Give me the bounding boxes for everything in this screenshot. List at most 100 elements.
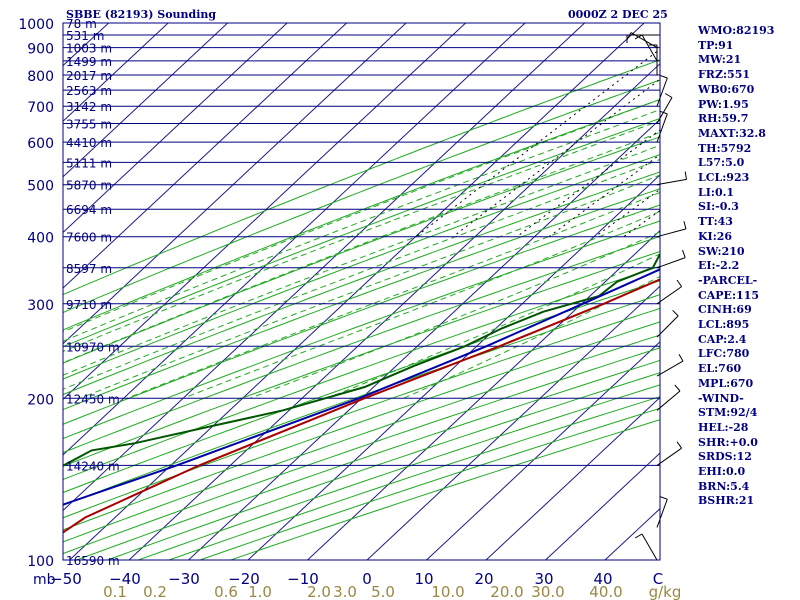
wind-barb-shaft [656,286,682,305]
temperature-line [63,278,660,534]
wind-barb-shaft [656,77,668,107]
dry-adiabat [63,250,660,467]
isotherm [63,23,467,400]
wind-barb-flag [664,93,673,98]
pressure-tick-label: 900 [27,42,54,58]
wind-barb-shaft [656,178,687,186]
height-label: 5870 m [66,179,112,193]
isotherm [306,229,660,560]
isotherm [63,23,407,345]
height-label: 78 m [66,17,97,31]
temperature-tick-label: 20 [474,570,493,588]
wind-barb-flag [684,171,687,180]
pressure-tick-label: 300 [27,298,54,314]
pressure-tick-label: 100 [27,554,54,570]
height-label: 7600 m [66,231,112,245]
index-entry: CAP:2.4 [698,332,747,346]
wind-barb-flag [659,74,668,79]
height-label: 2017 m [66,69,112,83]
mixing-ratio-tick-label: 10.0 [431,583,464,600]
index-entry: BSHR:21 [698,494,755,508]
isotherm [187,118,660,560]
isotherm [247,174,660,560]
height-label: 5111 m [66,156,112,170]
wind-barb-shaft [656,360,684,377]
height-label: 2563 m [66,84,112,98]
wind-barb-shaft [656,447,682,466]
temperature-tick-label: C [653,570,663,588]
index-entry: SHR:+0.0 [698,435,758,449]
dry-adiabat [63,307,660,519]
temperature-tick-label: −10 [287,570,319,588]
temperature-tick-label: −30 [168,570,200,588]
index-entry: HEL:-28 [698,420,749,434]
height-label: 6694 m [66,203,112,217]
wind-barb-flag [682,249,686,258]
index-entry: WMO:82193 [698,24,775,37]
height-label: 4410 m [66,136,112,150]
index-entry: -WIND- [698,391,744,405]
temperature-tick-label: −40 [109,570,141,588]
index-entry: CAPE:115 [698,288,759,302]
index-entry: L57:5.0 [698,156,745,170]
index-entry: TT:43 [698,215,733,229]
dry-adiabat [63,265,660,481]
index-entry: LCL:895 [698,318,750,331]
index-entry: TH:5792 [698,141,752,155]
isotherm [63,23,288,234]
dry-adiabat [63,59,660,296]
height-label: 8597 m [66,262,112,276]
mixing-ratio-tick-label: 0.6 [214,583,238,600]
index-entry: SRDS:12 [698,450,752,464]
isotherm [63,23,526,456]
dewpoint-line [63,253,660,467]
index-entry: MPL:670 [698,376,754,390]
wind-barb-flag [678,353,684,362]
index-entry: STM:92/4 [698,406,758,420]
height-label: 9710 m [66,298,112,312]
temperature-tick-label: 0 [362,570,372,588]
temperature-tick-label: 10 [414,570,433,588]
index-entry: -PARCEL- [698,273,758,287]
height-label: 14240 m [66,459,120,473]
wind-barb-flag [676,279,683,287]
dry-adiabat [63,99,660,331]
dry-adiabat [63,334,660,543]
plot-background [63,23,660,560]
isotherm [544,452,660,560]
mixing-ratio-tick-label: 40.0 [589,583,622,600]
height-label: 3142 m [66,100,112,114]
index-entry: LFC:780 [698,347,750,361]
index-entry: SI:-0.3 [698,200,739,214]
mixing-ratio-tick-label: 0.1 [103,583,127,600]
wind-barb-flag [626,32,632,40]
index-entry: FRZ:551 [698,68,751,82]
index-entry: PW:1.95 [698,97,749,111]
dry-adiabat [63,154,660,380]
mixing-ratio-tick-label: 0.2 [143,583,167,600]
sounding-series [63,253,660,534]
index-entry: EHI:0.0 [698,465,746,478]
mixing-ratio-tick-label: 5.0 [371,583,395,600]
moist-adiabat [63,120,660,353]
pressure-tick-label: 400 [27,231,54,247]
dry-adiabat [63,235,660,454]
index-entry: EI:-2.2 [698,259,740,273]
isotherm [366,285,660,560]
height-label: 3755 m [66,118,112,132]
index-entry: TP:91 [698,38,734,52]
moist-adiabat [249,231,660,399]
moist-adiabat [182,210,660,399]
dry-adiabat [63,171,660,396]
wind-barb-flag [676,441,683,449]
wind-barb-shaft [656,113,668,143]
index-entry: MW:21 [698,53,742,67]
dry-adiabat [63,188,660,411]
wind-barb-shaft [641,533,658,561]
dry-adiabat [63,220,660,440]
mixing-ratio-tick-label: g/kg [649,583,682,600]
moist-adiabat [63,158,660,390]
isotherm-lines [63,23,660,560]
wind-barb-shaft [656,228,687,238]
